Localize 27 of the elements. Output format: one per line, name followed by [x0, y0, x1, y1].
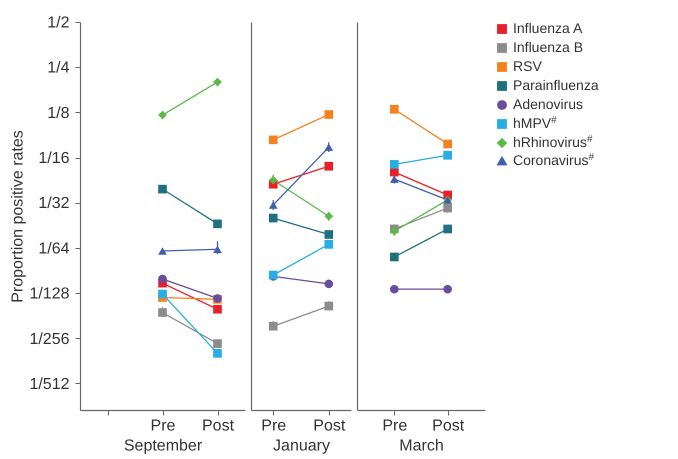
y-tick-label: 1/32 — [38, 195, 70, 212]
y-tick-label: 1/16 — [38, 150, 70, 168]
y-tick-label: 1/2 — [47, 14, 70, 32]
legend-label: Coronavirus$^{#}$ — [513, 152, 594, 168]
x-tick-label: Pre — [150, 418, 176, 434]
x-axis-title: March — [399, 438, 444, 454]
legend-label: Adenovirus — [513, 96, 584, 112]
y-tick-label: 1/128 — [29, 286, 70, 303]
y-tick-label: 1/512 — [29, 376, 70, 393]
x-tick-label: Post — [432, 418, 465, 434]
legend-label: hRhinovirus$^{#}$ — [513, 134, 593, 150]
y-tick-label: 1/4 — [47, 60, 70, 77]
x-tick-label: Pre — [261, 418, 286, 434]
y-tick-label: 1/64 — [38, 240, 70, 258]
x-tick-label: Post — [313, 418, 346, 434]
legend-label: Influenza B — [513, 39, 584, 55]
y-tick-label: 1/8 — [47, 104, 70, 122]
legend-label: hMPV$^{#}$ — [513, 114, 558, 131]
legend-label: Influenza A — [513, 20, 583, 36]
y-tick-label: 1/256 — [29, 330, 70, 348]
y-axis-title: Proportion positive rates — [9, 130, 26, 303]
legend-label: Parainfluenza — [513, 77, 599, 93]
x-tick-label: Pre — [382, 418, 408, 434]
x-axis-title: September — [124, 438, 203, 454]
x-axis-title: January — [273, 438, 330, 454]
x-tick-label: Post — [202, 418, 235, 434]
legend-label: RSV — [513, 58, 542, 74]
